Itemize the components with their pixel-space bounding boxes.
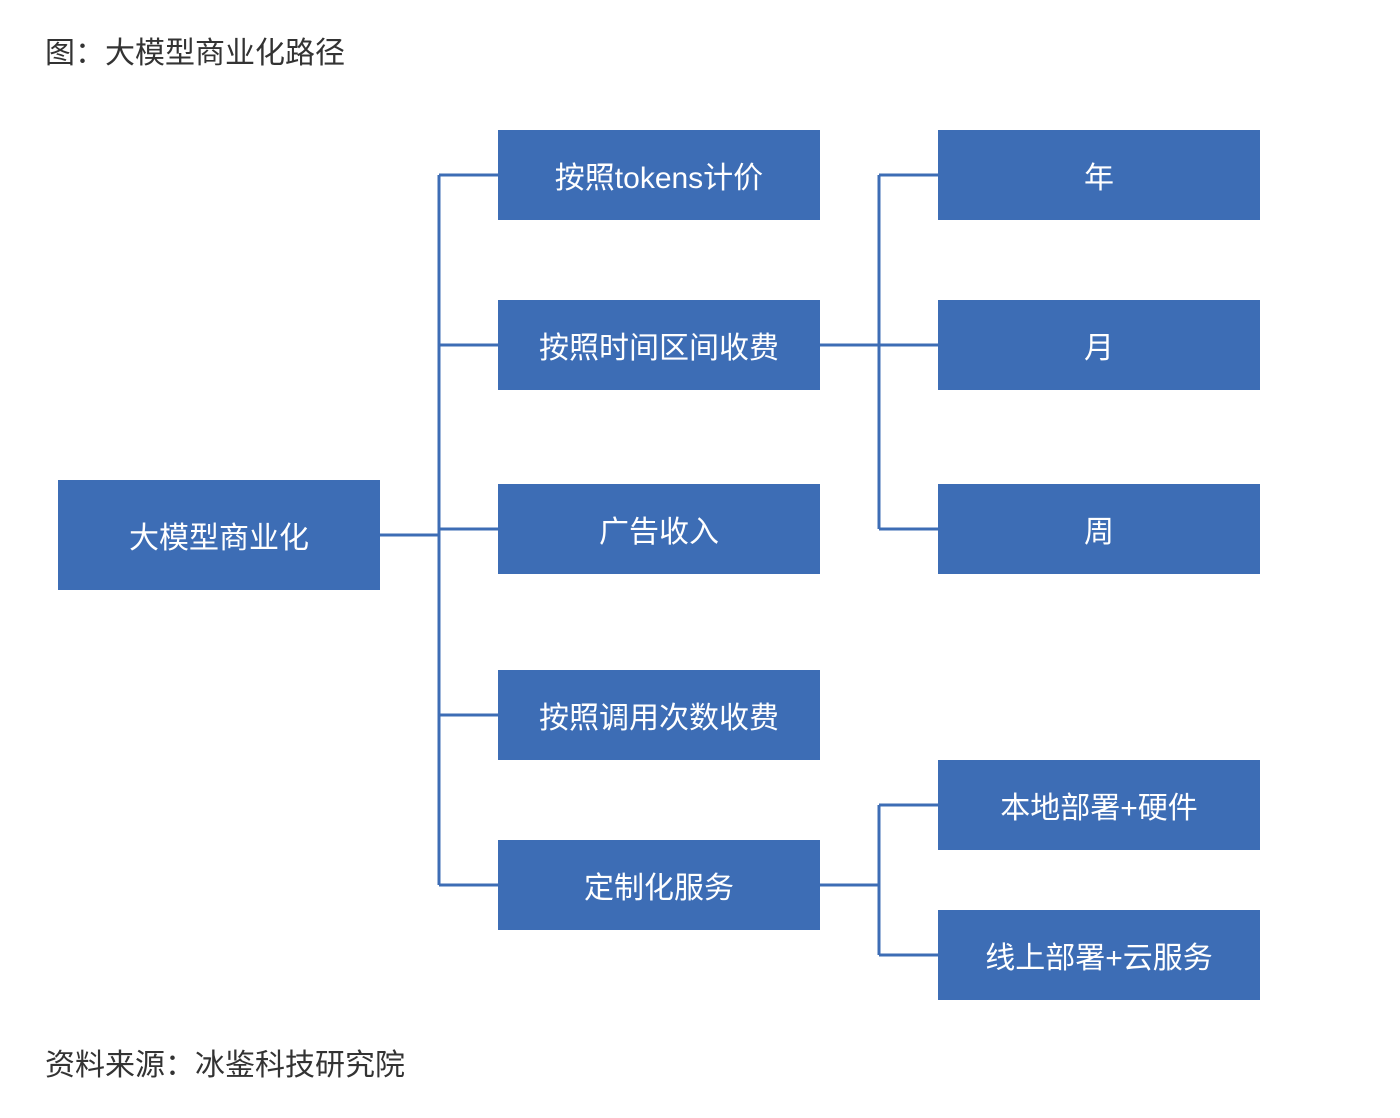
node-m2: 按照时间区间收费	[498, 300, 820, 390]
node-m3: 广告收入	[498, 484, 820, 574]
node-root: 大模型商业化	[58, 480, 380, 590]
node-m4: 按照调用次数收费	[498, 670, 820, 760]
node-m1: 按照tokens计价	[498, 130, 820, 220]
node-t3: 周	[938, 484, 1260, 574]
node-t1: 年	[938, 130, 1260, 220]
node-t2: 月	[938, 300, 1260, 390]
diagram-title: 图：大模型商业化路径	[45, 28, 345, 72]
node-m5: 定制化服务	[498, 840, 820, 930]
node-c2: 线上部署+云服务	[938, 910, 1260, 1000]
diagram-source: 资料来源：冰鉴科技研究院	[45, 1040, 405, 1084]
node-c1: 本地部署+硬件	[938, 760, 1260, 850]
